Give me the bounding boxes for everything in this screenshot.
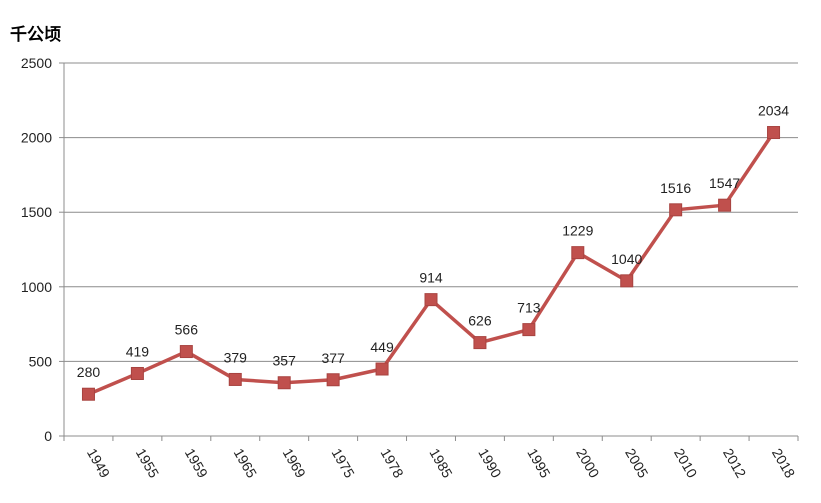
x-tick-label: 1949 (84, 446, 114, 481)
data-point (669, 203, 683, 217)
data-point (571, 246, 585, 260)
data-label: 280 (77, 364, 101, 380)
x-tick-label: 1959 (182, 446, 212, 481)
data-point (375, 362, 389, 376)
data-point (767, 126, 781, 140)
data-label: 626 (468, 313, 492, 329)
x-tick-label: 1978 (377, 446, 407, 481)
data-label: 1516 (660, 180, 691, 196)
data-label: 1040 (611, 251, 642, 267)
y-unit-label: 千公顷 (10, 25, 61, 45)
data-point (522, 323, 536, 337)
y-tick-label: 2000 (21, 130, 52, 146)
x-tick-label: 2005 (622, 446, 652, 481)
data-label: 1229 (562, 223, 593, 239)
data-point (228, 372, 242, 386)
data-point (179, 345, 193, 359)
x-tick-label: 1990 (475, 446, 505, 481)
x-tick-label: 2018 (769, 446, 799, 481)
data-labels: 280 419 566 379 357 377 449 914 626 713 1229 1040 15… (77, 103, 790, 381)
y-tick-label: 2500 (21, 55, 52, 71)
data-label: 449 (370, 339, 394, 355)
series-markers (81, 126, 781, 401)
x-tick-label: 1995 (524, 446, 554, 481)
data-label: 2034 (758, 103, 789, 119)
data-point (620, 274, 634, 288)
data-label: 566 (175, 322, 199, 338)
x-tick-label: 1975 (329, 446, 359, 481)
x-tick-label: 2012 (720, 446, 750, 481)
y-tick-label: 500 (29, 353, 53, 369)
data-point (424, 293, 438, 307)
data-point (277, 376, 291, 390)
data-point (326, 373, 340, 387)
gridlines (64, 62, 798, 362)
axes: 0 500 1000 1500 2000 2500 1949 1955 1959 1965 1969… (21, 55, 799, 481)
y-tick-label: 1500 (21, 204, 52, 220)
x-tick-label: 1969 (280, 446, 310, 481)
data-point (81, 387, 95, 401)
x-tick-label: 1955 (133, 446, 163, 481)
data-point (130, 366, 144, 380)
data-label: 914 (419, 270, 443, 286)
data-label: 713 (517, 300, 541, 316)
data-label: 377 (321, 350, 345, 366)
data-label: 357 (273, 353, 297, 369)
data-point (473, 336, 487, 350)
y-tick-label: 0 (44, 428, 52, 444)
x-tick-label: 2010 (671, 446, 701, 481)
data-label: 419 (126, 343, 150, 359)
x-tick-label: 1965 (231, 446, 261, 481)
data-label: 1547 (709, 175, 740, 191)
x-tick-label: 1985 (426, 446, 456, 481)
data-point (718, 198, 732, 212)
y-tick-label: 1000 (21, 279, 52, 295)
data-label: 379 (224, 349, 248, 365)
x-tick-label: 2000 (573, 446, 603, 481)
